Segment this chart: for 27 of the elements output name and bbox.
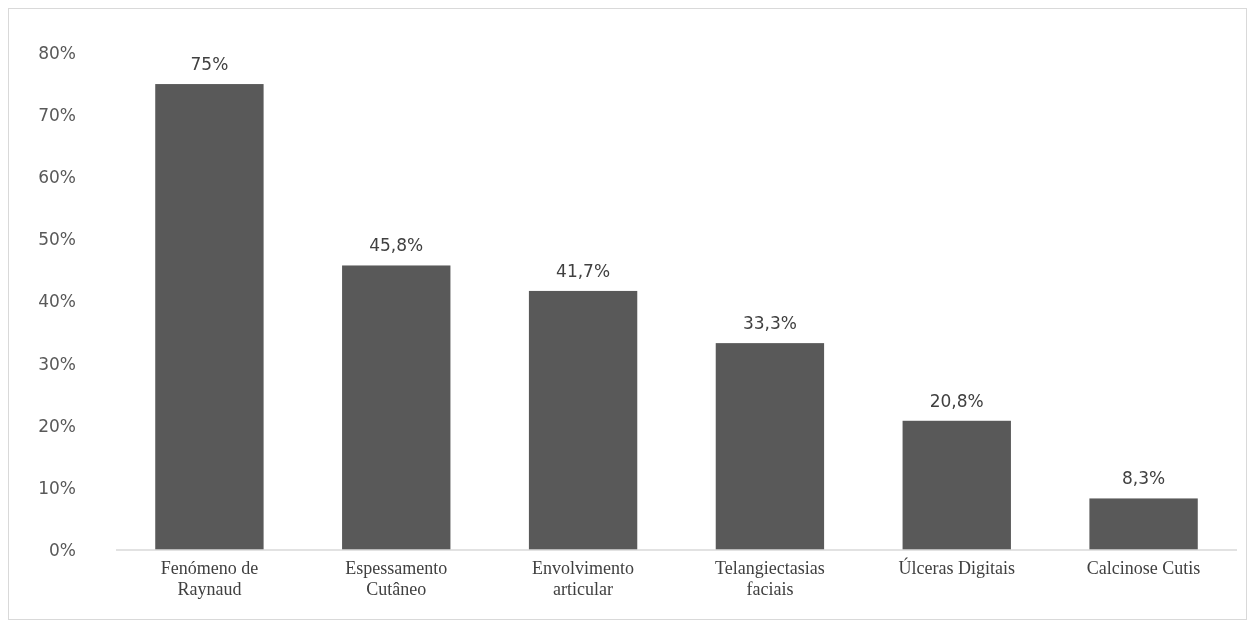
bar [342,265,451,550]
y-tick-label: 80% [38,42,76,63]
data-label: 41,7% [556,260,611,281]
data-label: 20,8% [929,390,984,411]
bar [715,343,825,550]
y-tick-label: 10% [38,477,76,498]
y-tick-label: 60% [38,167,76,188]
y-tick-label: 50% [38,229,76,250]
x-tick-label: Fenómeno de Raynaud [160,558,259,599]
y-tick-label: 70% [38,105,76,126]
y-tick-label: 30% [38,353,76,374]
data-label: 8,3% [1121,468,1166,489]
bar [902,420,1011,550]
x-tick-label: Telangiectasias faciais [715,558,825,599]
x-tick-label: Espessamento Cutâneo [345,558,448,599]
y-tick-label: 40% [38,291,76,312]
y-tick-label: 20% [38,415,76,436]
x-tick-label: Calcinose Cutis [1086,558,1201,578]
data-label: 75% [190,54,229,75]
data-label: 33,3% [742,313,797,334]
x-tick-label: Úlceras Digitais [898,557,1015,578]
bar [155,84,264,550]
bar [1089,498,1198,550]
y-tick-label: 0% [49,539,76,560]
x-tick-label: Envolvimento articular [532,558,635,599]
data-label: 45,8% [369,235,424,256]
bar [528,290,638,550]
